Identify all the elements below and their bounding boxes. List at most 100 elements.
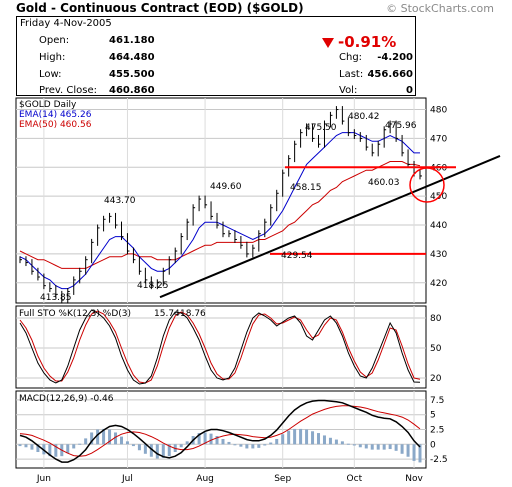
change-value: -4.200	[377, 52, 413, 63]
macd-histogram-bar	[36, 444, 40, 453]
macd-histogram-bar	[119, 436, 123, 445]
macd-histogram-bar	[388, 444, 392, 450]
low-label: Low:	[39, 69, 62, 80]
macd-histogram-bar	[334, 439, 338, 445]
y-tick-label: 50	[430, 344, 442, 354]
sto-d-value: 18.76	[180, 309, 206, 319]
change-percent: -0.91%	[338, 33, 397, 51]
y-tick-label: 2.5	[430, 426, 444, 436]
quote-header-box: Friday 4-Nov-2005 Open: 461.180 High: 46…	[16, 16, 416, 96]
macd-histogram-bar	[72, 444, 76, 449]
highlight-circle	[409, 167, 445, 203]
macd-histogram-bar	[155, 444, 159, 459]
sto-k-value: 15.74	[154, 309, 180, 319]
price-annotation: 475.96	[385, 121, 417, 131]
low-value: 455.500	[109, 69, 155, 80]
quote-date: Friday 4-Nov-2005	[20, 18, 112, 29]
macd-histogram-bar	[400, 444, 404, 454]
prev-close-label: Prev. Close:	[39, 85, 98, 96]
macd-legend: MACD(12,26,9) -0.46	[19, 394, 114, 404]
down-arrow-icon	[322, 38, 334, 48]
high-label: High:	[39, 52, 66, 63]
last-value: 456.660	[367, 69, 413, 80]
macd-histogram-bar	[66, 444, 70, 454]
x-tick-label: Sep	[274, 474, 291, 484]
macd-histogram-bar	[299, 428, 303, 445]
macd-histogram-bar	[203, 432, 207, 445]
y-tick-label: 440	[430, 221, 447, 231]
macd-histogram-bar	[352, 444, 356, 446]
site-credit[interactable]: © StockCharts.com	[386, 2, 494, 15]
macd-histogram-bar	[245, 444, 249, 449]
ema14-legend: EMA(14) 465.26	[19, 110, 92, 120]
macd-histogram-bar	[287, 430, 291, 445]
x-tick-label: Jul	[121, 474, 133, 484]
macd-histogram-bar	[346, 443, 350, 445]
y-tick-label: 5	[430, 411, 436, 421]
price-annotation: 429.54	[281, 251, 313, 261]
macd-histogram-bar	[233, 444, 237, 446]
y-tick-label: 20	[430, 374, 442, 384]
macd-histogram-bar	[311, 431, 315, 445]
macd-histogram-bar	[269, 442, 273, 445]
macd-histogram-bar	[317, 433, 321, 445]
macd-histogram-bar	[114, 432, 118, 445]
macd-histogram-bar	[185, 441, 189, 445]
price-annotation: 418.25	[137, 281, 169, 291]
macd-histogram-bar	[84, 438, 88, 445]
y-tick-label: 7.5	[430, 396, 444, 406]
price-annotation: 458.15	[290, 183, 322, 193]
price-legend-title: $GOLD Daily	[19, 100, 77, 110]
x-tick-label: Aug	[196, 474, 214, 484]
macd-histogram-bar	[328, 437, 332, 445]
macd-histogram-bar	[161, 444, 165, 458]
macd-histogram-bar	[143, 444, 147, 454]
macd-histogram-bar	[239, 444, 243, 447]
price-annotation: 480.42	[348, 112, 380, 122]
macd-histogram-bar	[137, 444, 141, 451]
macd-line	[19, 399, 421, 463]
macd-histogram-bar	[48, 444, 52, 457]
y-tick-label: 420	[430, 279, 447, 289]
macd-histogram-bar	[102, 428, 106, 445]
macd-histogram-bar	[376, 444, 380, 450]
macd-histogram-bar	[54, 444, 58, 457]
macd-histogram-bar	[382, 444, 386, 450]
macd-histogram-bar	[281, 434, 285, 445]
sto-panel-frame	[15, 305, 427, 389]
price-annotation: 460.03	[368, 178, 400, 188]
macd-histogram-bar	[257, 444, 261, 448]
change-label: Chg:	[339, 52, 363, 63]
chart-title: Gold - Continuous Contract (EOD) ($GOLD)	[16, 1, 304, 15]
macd-histogram-bar	[30, 444, 34, 450]
macd-histogram-bar	[293, 428, 297, 445]
macd-histogram-bar	[125, 441, 129, 445]
macd-histogram-bar	[209, 433, 213, 445]
x-tick-label: Nov	[405, 474, 423, 484]
macd-histogram-bar	[131, 444, 135, 447]
ema50-line	[19, 161, 421, 269]
price-annotation: 443.70	[104, 196, 136, 206]
high-value: 464.480	[109, 52, 155, 63]
macd-histogram-bar	[78, 443, 82, 445]
y-tick-label: 430	[430, 250, 447, 260]
macd-histogram-bar	[167, 444, 171, 457]
open-value: 461.180	[109, 35, 155, 46]
macd-histogram-bar	[370, 444, 374, 450]
y-tick-label: -2.5	[430, 455, 448, 465]
macd-histogram-bar	[412, 444, 416, 461]
volume-label: Vol:	[339, 85, 358, 96]
open-label: Open:	[39, 35, 70, 46]
price-annotation: 475.50	[305, 123, 337, 133]
macd-histogram-bar	[149, 444, 153, 457]
macd-histogram-bar	[406, 444, 410, 457]
macd-histogram-bar	[394, 444, 398, 451]
macd-histogram-bar	[358, 444, 362, 448]
y-tick-label: 480	[430, 106, 447, 116]
macd-histogram-bar	[305, 429, 309, 445]
macd-histogram-bar	[251, 444, 255, 449]
price-annotation: 413.85	[40, 293, 72, 303]
price-annotation: 449.60	[210, 182, 242, 192]
